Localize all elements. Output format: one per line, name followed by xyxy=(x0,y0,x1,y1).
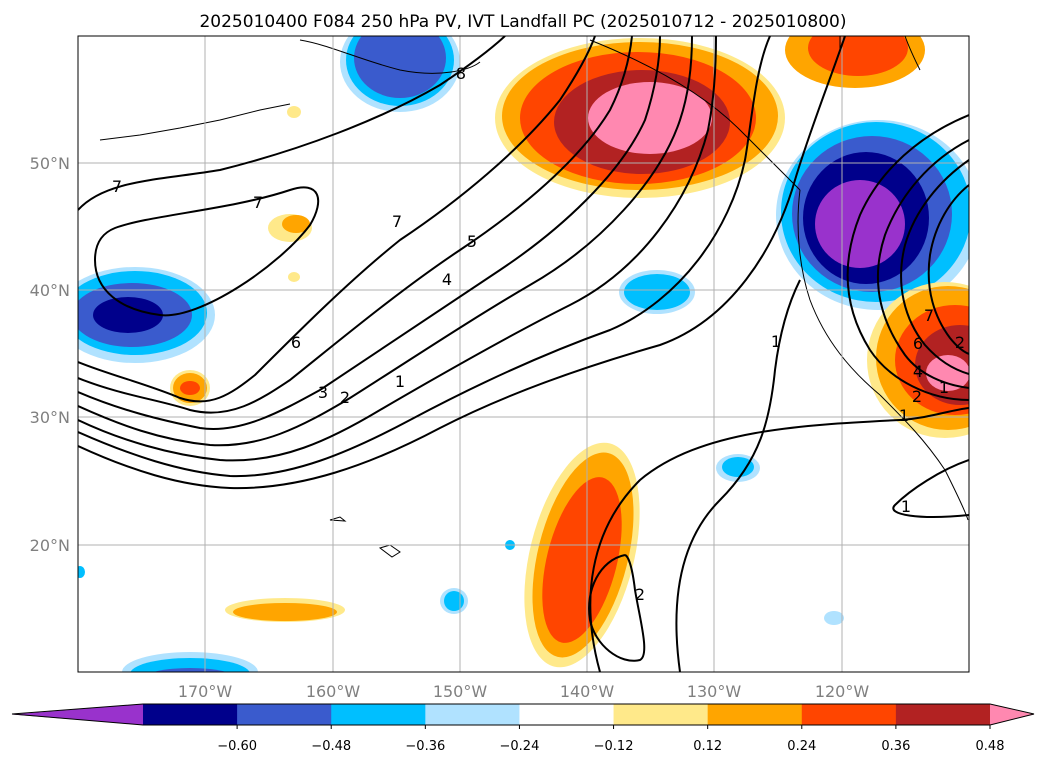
contour-line xyxy=(846,114,969,401)
colorbar-tick-label: −0.12 xyxy=(594,739,634,754)
colorbar-segment xyxy=(895,704,991,725)
contour-line xyxy=(78,36,596,403)
y-tick-label: 30°N xyxy=(30,408,70,427)
contour-label: 4 xyxy=(442,270,452,289)
y-tick-label: 50°N xyxy=(30,154,70,173)
negative-anomaly-west-coast xyxy=(776,120,969,310)
colorbar-tick-label: 0.12 xyxy=(693,739,722,754)
colorbar-segment xyxy=(425,704,520,725)
contour-label: 7 xyxy=(392,212,402,231)
contour-line xyxy=(588,554,646,662)
x-tick-label: 130°W xyxy=(687,682,742,701)
colorbar-segment xyxy=(143,704,238,725)
contour-label: 7 xyxy=(924,306,934,325)
y-tick-label: 20°N xyxy=(30,536,70,555)
contour-line xyxy=(78,36,771,478)
negative-anomaly-west-pacific xyxy=(78,267,215,363)
colorbar-tick-label: −0.36 xyxy=(405,739,445,754)
colorbar-extend-low xyxy=(12,704,143,725)
contour-labels: 7 7 7 6 5 4 3 2 1 8 1 1 1 2 4 6 7 2 1 2 xyxy=(112,64,965,604)
colorbar-tick-label: −0.60 xyxy=(217,739,257,754)
gridlines xyxy=(78,36,969,672)
colorbar-segment xyxy=(613,704,709,725)
contour-label: 6 xyxy=(913,334,923,353)
contour-label: 1 xyxy=(939,378,949,397)
contour-label: 1 xyxy=(901,497,911,516)
x-tick-label: 150°W xyxy=(433,682,488,701)
contour-label: 5 xyxy=(467,232,477,251)
small-anomaly-blobs xyxy=(78,106,844,672)
colorbar-outline xyxy=(11,703,1035,726)
contour-label: 1 xyxy=(771,332,781,351)
contour-line xyxy=(78,36,846,490)
contour-line xyxy=(93,186,320,317)
contour-line xyxy=(876,139,969,389)
contour-label: 2 xyxy=(635,585,645,604)
colorbar-segment xyxy=(519,704,615,725)
colorbar-ticks: −0.60 −0.48 −0.36 −0.24 −0.12 0.12 0.24 0.36 0.4… xyxy=(217,725,1005,754)
contour-line xyxy=(589,407,969,672)
colorbar-segment xyxy=(331,704,426,725)
y-axis-ticks: 50°N 40°N 30°N 20°N xyxy=(30,154,70,555)
colorbar-extend-high xyxy=(990,704,1034,725)
x-tick-label: 170°W xyxy=(178,682,233,701)
contour-label: 7 xyxy=(112,177,122,196)
contour-line xyxy=(675,279,801,672)
colorbar-segment xyxy=(801,704,897,725)
x-axis-ticks: 170°W 160°W 150°W 140°W 130°W 120°W xyxy=(178,682,870,701)
negative-anomaly-central xyxy=(619,270,695,314)
contour-label: 2 xyxy=(955,333,965,352)
contour-label: 3 xyxy=(318,383,328,402)
colorbar-segment xyxy=(707,704,803,725)
x-tick-label: 120°W xyxy=(815,682,870,701)
map-area: 7 7 7 6 5 4 3 2 1 8 1 1 1 2 4 6 7 2 1 2 xyxy=(78,36,969,672)
positive-anomaly-gulf-of-alaska xyxy=(495,38,785,198)
colorbar-tick-label: 0.24 xyxy=(787,739,816,754)
negative-anomaly-alaska xyxy=(340,36,460,112)
contour-line xyxy=(78,36,506,211)
colorbar-tick-label: 0.36 xyxy=(881,739,910,754)
contour-label: 2 xyxy=(912,387,922,406)
colorbar-tick-label: 0.48 xyxy=(976,739,1005,754)
x-tick-label: 160°W xyxy=(306,682,361,701)
colorbar-tick-label: −0.24 xyxy=(500,739,540,754)
colorbar-segment xyxy=(237,704,332,725)
ivt-contours xyxy=(78,36,969,672)
contour-line xyxy=(78,36,717,462)
colorbar-segments xyxy=(12,704,1034,725)
contour-line xyxy=(927,184,969,355)
contour-line xyxy=(78,36,661,430)
map-frame xyxy=(77,35,970,673)
contour-label: 4 xyxy=(913,362,923,381)
contour-line xyxy=(78,36,693,447)
positive-anomaly-northeast xyxy=(785,36,925,88)
colorbar-tick-label: −0.48 xyxy=(311,739,351,754)
contour-label: 1 xyxy=(899,406,909,425)
chart-title: 2025010400 F084 250 hPa PV, IVT Landfall… xyxy=(199,12,846,32)
contour-line xyxy=(892,459,969,518)
contour-label: 2 xyxy=(340,388,350,407)
positive-anomaly-subtropical xyxy=(524,442,640,668)
colorbar: −0.60 −0.48 −0.36 −0.24 −0.12 0.12 0.24 0.36 0.4… xyxy=(11,703,1035,754)
contour-label: 6 xyxy=(291,333,301,352)
contour-line xyxy=(900,159,969,375)
positive-anomaly-southern-california xyxy=(867,282,969,438)
y-tick-label: 40°N xyxy=(30,281,70,300)
contour-label: 7 xyxy=(253,193,263,212)
contour-label: 8 xyxy=(456,64,466,83)
pv-anomaly-fill xyxy=(78,36,969,672)
x-tick-label: 140°W xyxy=(560,682,615,701)
contour-label: 1 xyxy=(395,372,405,391)
contour-line xyxy=(78,36,633,414)
